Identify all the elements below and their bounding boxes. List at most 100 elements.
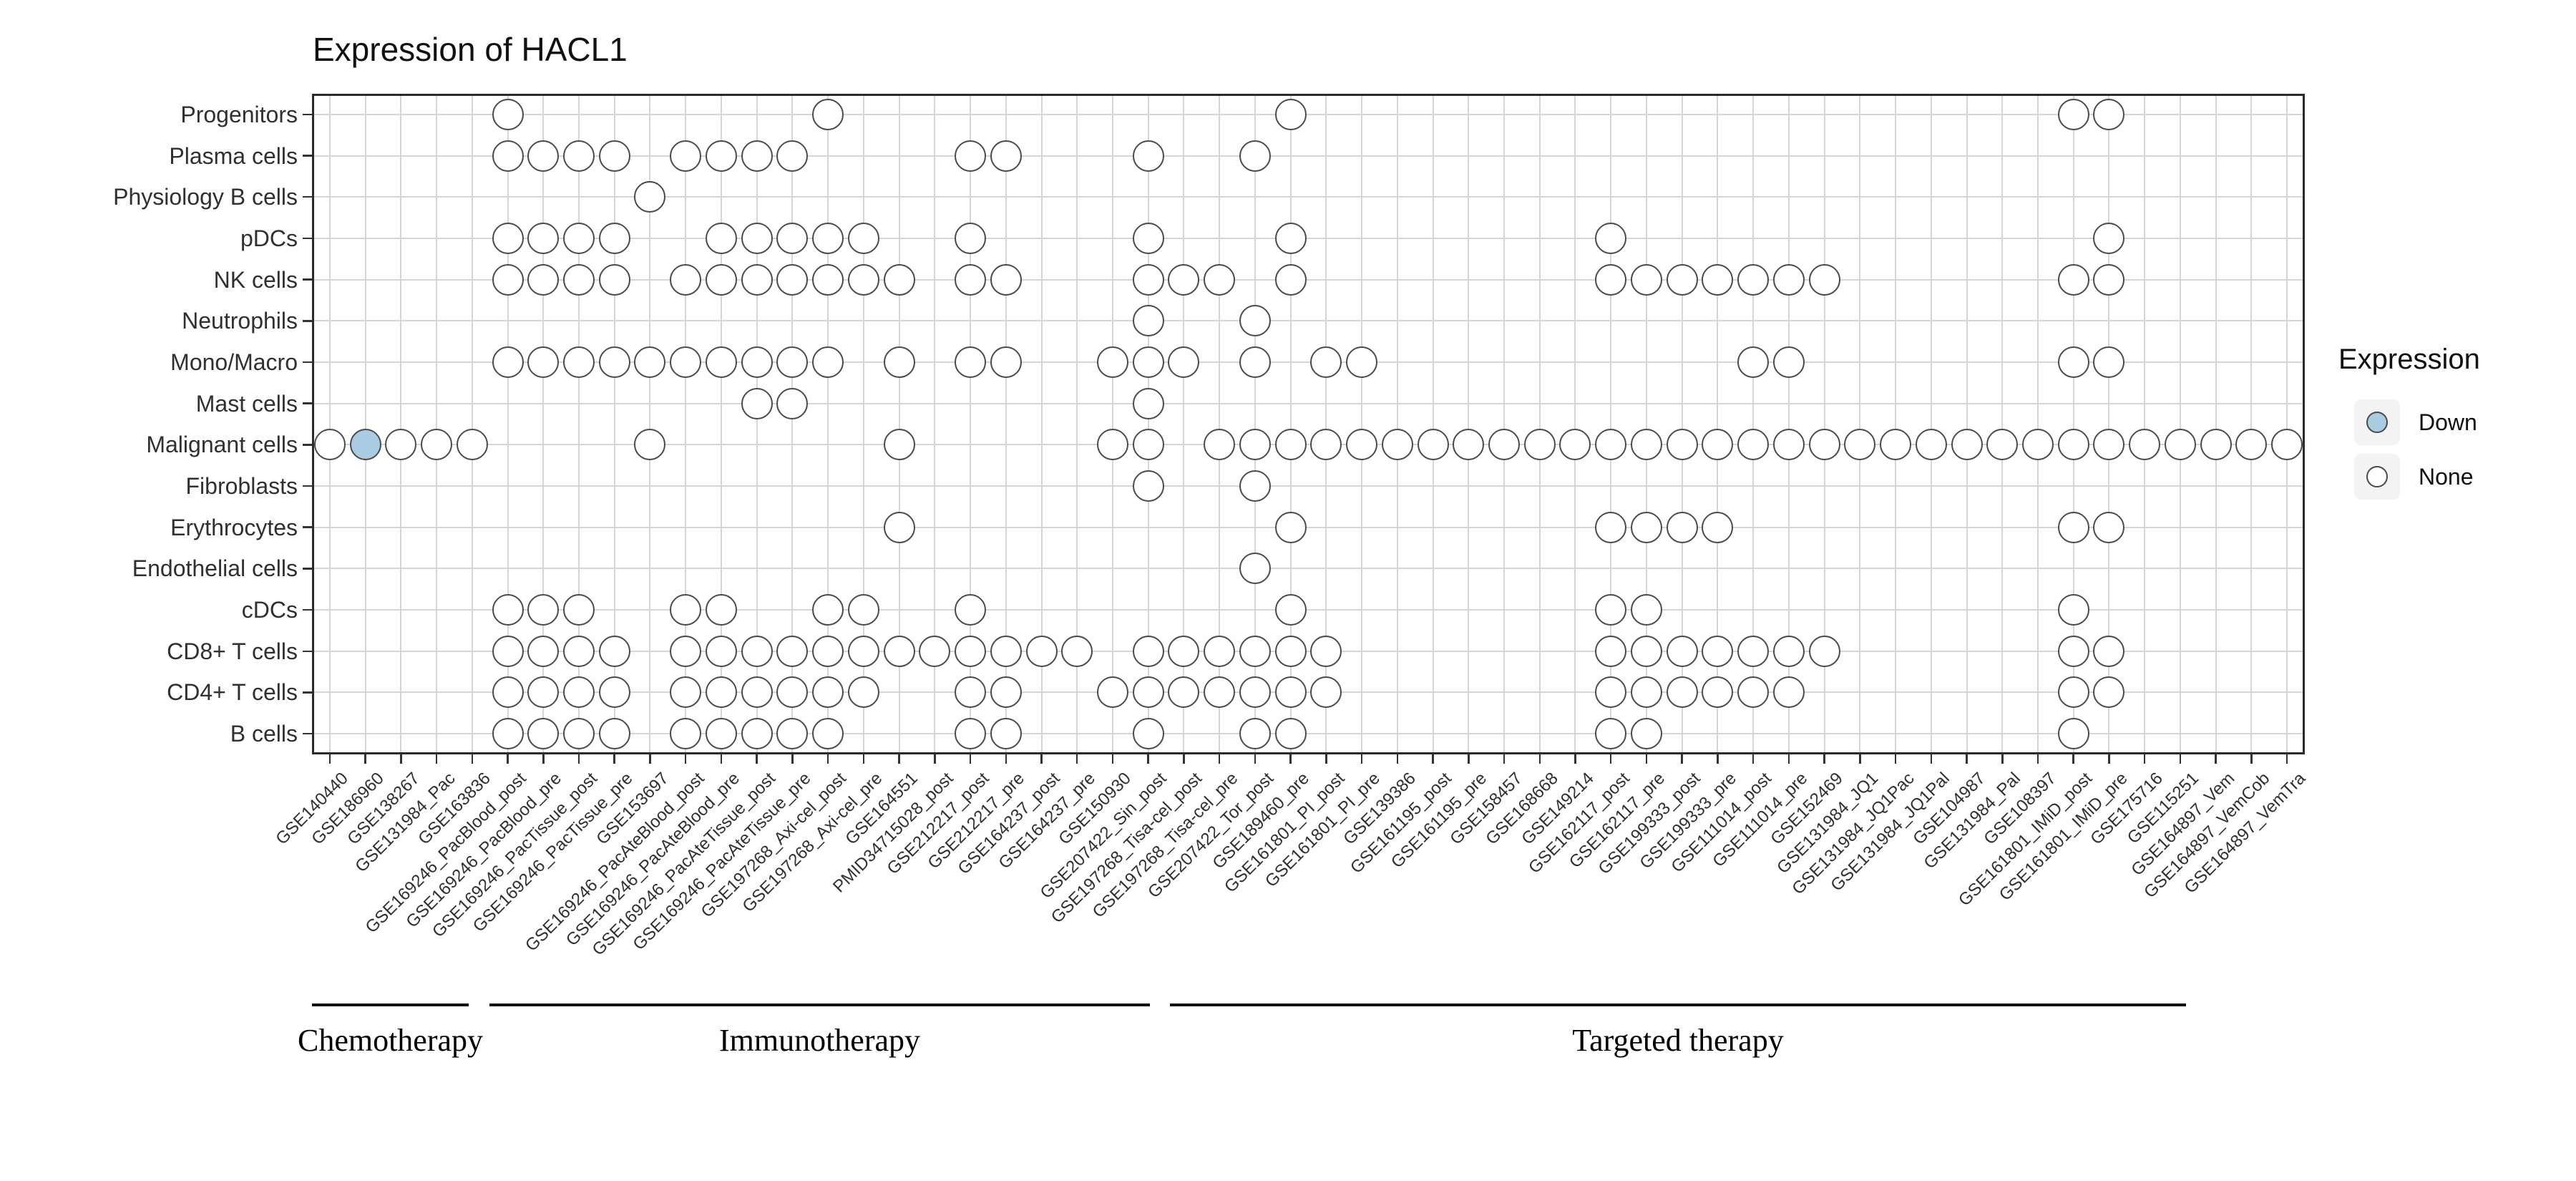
grid-vline	[1645, 94, 1647, 754]
expression-dot-none	[2057, 429, 2089, 461]
expression-dot-none	[2093, 429, 2125, 461]
expression-dot-none	[1204, 263, 1236, 296]
expression-dot-none	[812, 98, 844, 130]
x-axis-tick	[1574, 754, 1576, 764]
grid-vline	[756, 94, 758, 754]
y-axis-tick	[303, 402, 312, 404]
expression-dot-none	[2057, 98, 2089, 130]
expression-dot-none	[741, 263, 773, 296]
expression-dot-none	[1595, 594, 1627, 626]
expression-dot-none	[598, 140, 630, 172]
expression-dot-none	[1630, 676, 1662, 709]
plot-panel-border	[312, 94, 2305, 754]
expression-dot-none	[705, 140, 737, 172]
expression-dot-none	[1239, 718, 1271, 750]
grid-vline	[1147, 94, 1149, 754]
therapy-group-label: Immunotherapy	[718, 1023, 921, 1058]
expression-dot-none	[1274, 263, 1307, 296]
x-axis-tick	[1930, 754, 1933, 764]
expression-dot-none	[1666, 635, 1698, 667]
expression-dot-none	[670, 676, 702, 709]
expression-dot-none	[1274, 594, 1307, 626]
expression-dot-none	[634, 429, 666, 461]
x-axis-tick	[1254, 754, 1257, 764]
expression-dot-none	[670, 263, 702, 296]
expression-dot-none	[1808, 429, 1840, 461]
expression-dot-none	[1239, 470, 1271, 502]
expression-dot-none	[562, 718, 595, 750]
expression-dot-none	[2093, 676, 2125, 709]
expression-dot-none	[670, 718, 702, 750]
expression-dot-none	[776, 263, 809, 296]
expression-dot-none	[1666, 676, 1698, 709]
expression-dot-none	[1702, 429, 1734, 461]
expression-dot-none	[2200, 429, 2232, 461]
expression-dot-none	[1915, 429, 1947, 461]
grid-vline	[1717, 94, 1719, 754]
expression-dot-none	[1772, 635, 1805, 667]
expression-dot-none	[741, 222, 773, 254]
expression-dot-none	[1346, 346, 1378, 378]
expression-dot-none	[1772, 429, 1805, 461]
expression-dot-none	[1132, 140, 1164, 172]
expression-dot-none	[1239, 140, 1271, 172]
grid-hline	[312, 609, 2305, 611]
y-axis-tick	[303, 485, 312, 487]
expression-dot-none	[812, 222, 844, 254]
expression-dot-none	[1132, 635, 1164, 667]
grid-vline	[2001, 94, 2004, 754]
expression-dot-none	[705, 222, 737, 254]
expression-dot-none	[1132, 346, 1164, 378]
grid-vline	[1254, 94, 1256, 754]
y-axis-label: Plasma cells	[169, 142, 298, 169]
expression-dot-none	[1630, 263, 1662, 296]
x-axis-tick	[756, 754, 758, 764]
grid-vline	[1574, 94, 1576, 754]
expression-dot-none	[776, 718, 809, 750]
expression-dot-none	[1204, 676, 1236, 709]
chart-title: Expression of HACL1	[313, 31, 628, 68]
legend-label: None	[2419, 464, 2474, 490]
grid-hline	[312, 733, 2305, 735]
expression-dot-none	[812, 346, 844, 378]
grid-vline	[1183, 94, 1185, 754]
expression-dot-none	[492, 676, 524, 709]
expression-dot-none	[527, 140, 560, 172]
expression-dot-none	[1239, 346, 1271, 378]
y-axis-tick	[303, 320, 312, 322]
x-axis-tick	[2285, 754, 2288, 764]
expression-dot-none	[812, 594, 844, 626]
expression-dot-none	[2057, 718, 2089, 750]
grid-vline	[471, 94, 473, 754]
expression-dot-none	[883, 635, 915, 667]
grid-vline	[1111, 94, 1113, 754]
expression-dot-none	[670, 346, 702, 378]
expression-dot-none	[1844, 429, 1876, 461]
grid-vline	[2108, 94, 2110, 754]
x-axis-tick	[1396, 754, 1399, 764]
x-axis-tick	[1218, 754, 1221, 764]
expression-dot-none	[705, 263, 737, 296]
grid-vline	[898, 94, 900, 754]
y-axis-tick	[303, 650, 312, 653]
expression-dot-none	[1310, 676, 1342, 709]
x-axis-tick	[1432, 754, 1434, 764]
x-axis-tick	[1325, 754, 1327, 764]
x-axis-tick	[2250, 754, 2253, 764]
y-axis-label: CD4+ T cells	[167, 679, 298, 706]
expression-dot-none	[634, 181, 666, 213]
x-axis-tick	[826, 754, 829, 764]
expression-dot-none	[776, 222, 809, 254]
expression-dot-none	[1630, 635, 1662, 667]
expression-dot-none	[812, 635, 844, 667]
grid-vline	[1005, 94, 1007, 754]
expression-dot-none	[1737, 429, 1770, 461]
y-axis-label: Malignant cells	[146, 432, 298, 458]
grid-vline	[613, 94, 615, 754]
expression-dot-none	[2057, 263, 2089, 296]
x-axis-tick	[2215, 754, 2217, 764]
grid-vline	[1325, 94, 1327, 754]
expression-dot-none	[2093, 263, 2125, 296]
grid-vline	[1681, 94, 1683, 754]
x-axis-tick	[1468, 754, 1470, 764]
